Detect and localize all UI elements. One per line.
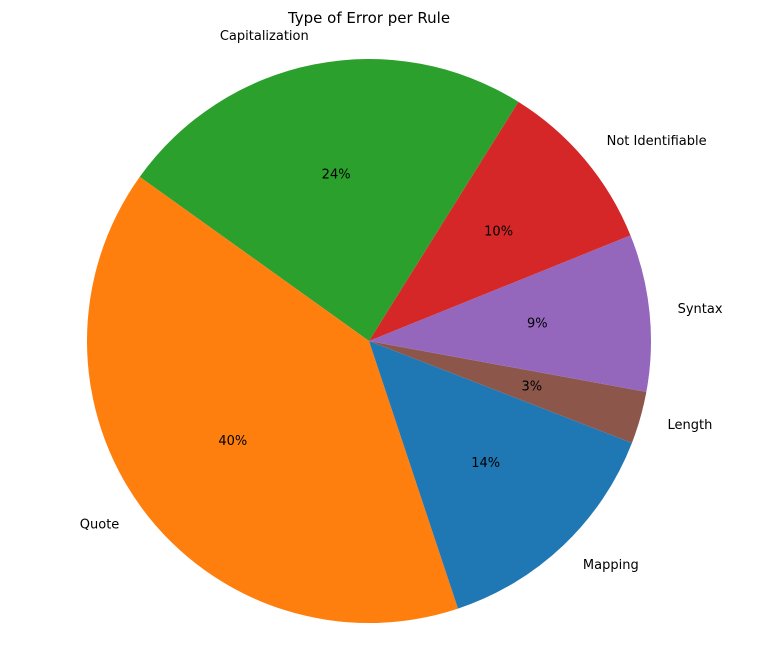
pie-slice-mapping xyxy=(369,341,632,609)
pie-label-capitalization: Capitalization xyxy=(220,29,309,44)
pie-slice-length xyxy=(369,341,647,443)
pie-percent-quote: 40% xyxy=(218,434,247,449)
pie-slices xyxy=(87,59,651,623)
pie-label-length: Length xyxy=(667,418,712,433)
pie-label-syntax: Syntax xyxy=(678,302,723,317)
pie-label-mapping: Mapping xyxy=(583,558,639,573)
pie-percent-mapping: 14% xyxy=(471,456,500,471)
pie-slice-quote xyxy=(87,176,459,623)
pie-labels: 24% Capitalization 40% Quote 14% Mapping 3% Len… xyxy=(80,29,723,573)
pie-slice-capitalization xyxy=(139,59,519,342)
chart-title: Type of Error per Rule xyxy=(287,9,450,27)
pie-slice-syntax xyxy=(369,235,651,392)
pie-percent-not-identifiable: 10% xyxy=(484,225,513,240)
pie-label-quote: Quote xyxy=(80,518,120,533)
pie-percent-capitalization: 24% xyxy=(322,168,351,183)
pie-slice-not-identifiable xyxy=(369,101,631,341)
pie-percent-length: 3% xyxy=(521,380,542,395)
pie-percent-syntax: 9% xyxy=(527,316,548,331)
pie-label-not-identifiable: Not Identifiable xyxy=(607,134,707,149)
